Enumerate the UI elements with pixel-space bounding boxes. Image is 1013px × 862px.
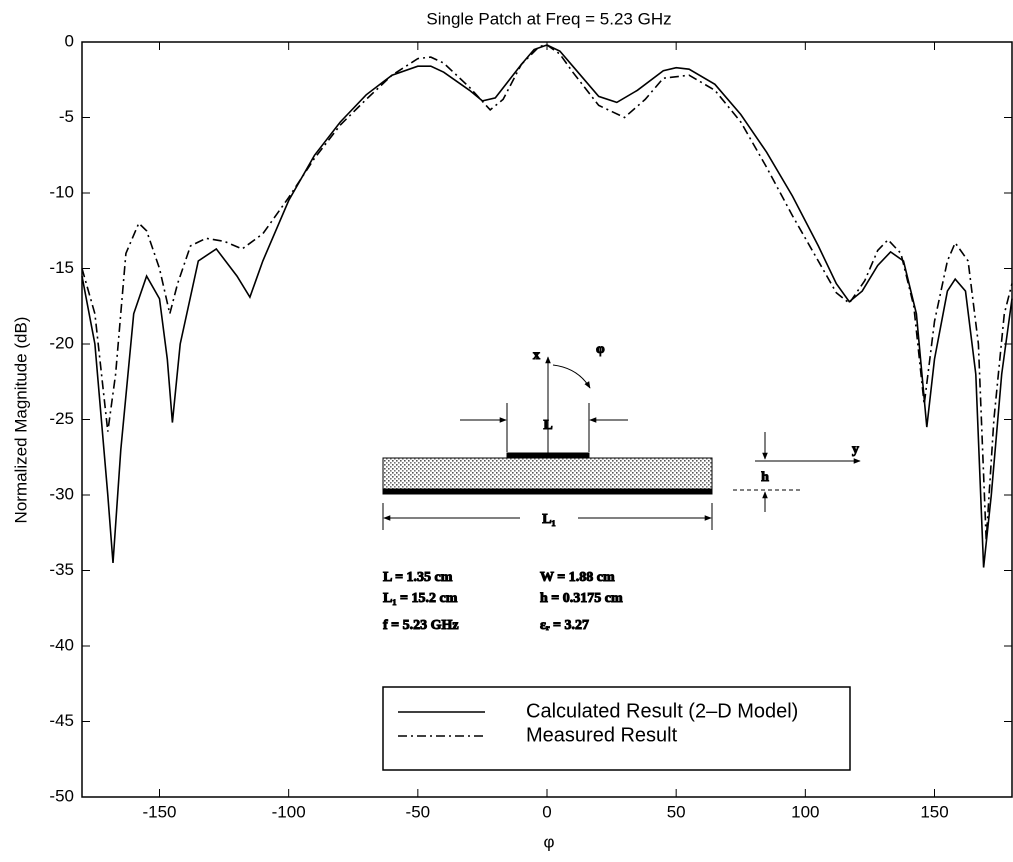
y-tick-label: -10 xyxy=(49,182,74,201)
inset-label: L xyxy=(543,418,552,433)
y-tick-label: -5 xyxy=(59,107,74,126)
inset-param: h = 0.3175 cm xyxy=(540,591,623,606)
x-tick-label: -50 xyxy=(406,802,431,821)
x-tick-label: 150 xyxy=(920,802,948,821)
y-tick-label: 0 xyxy=(65,31,74,50)
chart-title: Single Patch at Freq = 5.23 GHz xyxy=(426,9,671,28)
phi-arrow xyxy=(552,364,591,389)
inset-param: W = 1.88 cm xyxy=(540,570,615,585)
inset-label: y xyxy=(852,442,859,457)
inset-label: L₁ xyxy=(542,512,556,527)
inset-label: φ xyxy=(596,342,605,357)
data-line xyxy=(81,44,1013,568)
y-tick-label: -25 xyxy=(49,409,74,428)
inset-diagram: x φ L y h L₁ L = 1.35 cm W = 1.88 cm L₁ … xyxy=(382,342,861,634)
y-tick-label: -50 xyxy=(49,786,74,805)
y-tick-label: -20 xyxy=(49,333,74,352)
ground-plane xyxy=(382,488,713,495)
substrate xyxy=(382,457,713,491)
x-tick-label: -150 xyxy=(142,802,176,821)
inset-param: f = 5.23 GHz xyxy=(383,618,459,633)
legend-label: Measured Result xyxy=(526,724,678,746)
y-tick-label: -15 xyxy=(49,258,74,277)
x-tick-label: 0 xyxy=(542,802,551,821)
y-tick-label: -35 xyxy=(49,560,74,579)
x-axis-label: φ xyxy=(543,832,554,851)
x-tick-label: 50 xyxy=(667,802,686,821)
legend-label: Calculated Result (2–D Model) xyxy=(526,700,798,722)
legend xyxy=(382,686,851,771)
x-tick-label: -100 xyxy=(272,802,306,821)
y-tick-label: -45 xyxy=(49,711,74,730)
inset-param: L₁ = 15.2 cm xyxy=(383,591,458,606)
y-tick-label: -30 xyxy=(49,484,74,503)
inset-param: L = 1.35 cm xyxy=(383,570,453,585)
inset-label: x xyxy=(533,348,540,363)
y-tick-label: -40 xyxy=(49,635,74,654)
data-line xyxy=(81,44,1013,541)
y-axis-label: Normalized Magnitude (dB) xyxy=(11,317,30,524)
inset-param: εᵣ = 3.27 xyxy=(540,618,589,633)
x-tick-label: 100 xyxy=(791,802,819,821)
inset-label: h xyxy=(761,470,769,485)
